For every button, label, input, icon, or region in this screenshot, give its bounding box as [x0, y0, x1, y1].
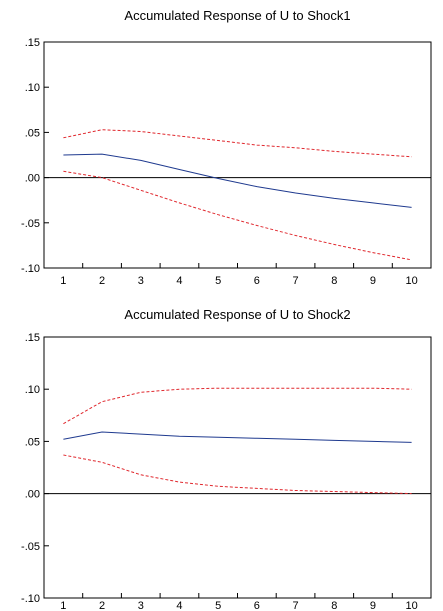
- x-tick-label: 8: [331, 600, 337, 611]
- x-tick-label: 5: [215, 275, 221, 287]
- upper-band-line: [63, 387, 412, 425]
- y-tick-label: -.05: [21, 541, 40, 553]
- chart-title: Accumulated Response of U to Shock2: [124, 307, 351, 322]
- chart-shock2: Accumulated Response of U to Shock2 .15.…: [0, 302, 443, 611]
- y-tick-label: .15: [25, 332, 40, 344]
- y-tick-label: .00: [25, 489, 40, 501]
- y-tick-label: .05: [25, 436, 40, 448]
- response-line: [63, 431, 412, 443]
- y-tick-label: -.10: [21, 263, 40, 275]
- y-tick-label: .00: [25, 173, 40, 185]
- x-tick-label: 2: [99, 275, 105, 287]
- x-tick-label: 3: [138, 600, 144, 611]
- x-tick-label: 9: [370, 600, 376, 611]
- x-tick-label: 4: [176, 275, 182, 287]
- upper-band-line: [63, 129, 412, 158]
- y-tick-label: .15: [25, 37, 40, 49]
- x-tick-label: 4: [176, 600, 182, 611]
- x-tick-label: 6: [254, 275, 260, 287]
- x-tick-label: 2: [99, 600, 105, 611]
- x-tick-label: 6: [254, 600, 260, 611]
- response-line: [63, 153, 412, 208]
- plot-area: .15 .10 .05 .00 -.05 -.10 1 2 3 4 5 6 7 8 9 10: [21, 332, 432, 611]
- plot-frame: [43, 41, 432, 269]
- x-tick-label: 10: [406, 600, 418, 611]
- lower-band-line: [63, 170, 412, 261]
- x-tick-label: 9: [370, 275, 376, 287]
- y-tick-label: -.10: [21, 593, 40, 605]
- lower-band-line: [63, 454, 412, 495]
- chart-title: Accumulated Response of U to Shock1: [124, 8, 351, 23]
- plot-area: .15 .10 .05 .00 -.05 -.10 1 2 3 4 5 6 7 8 9 10: [21, 37, 432, 287]
- x-tick-label: 7: [292, 600, 298, 611]
- y-tick-label: .10: [25, 82, 40, 94]
- x-tick-label: 7: [292, 275, 298, 287]
- y-tick-label: -.05: [21, 218, 40, 230]
- x-tick-label: 1: [60, 275, 66, 287]
- x-tick-label: 10: [406, 275, 418, 287]
- x-tick-label: 5: [215, 600, 221, 611]
- y-tick-label: .10: [25, 384, 40, 396]
- x-tick-label: 8: [331, 275, 337, 287]
- x-tick-label: 1: [60, 600, 66, 611]
- x-tick-label: 3: [138, 275, 144, 287]
- plot-frame: [43, 336, 432, 599]
- y-tick-label: .05: [25, 127, 40, 139]
- chart-shock1: Accumulated Response of U to Shock1 .15.…: [0, 0, 443, 300]
